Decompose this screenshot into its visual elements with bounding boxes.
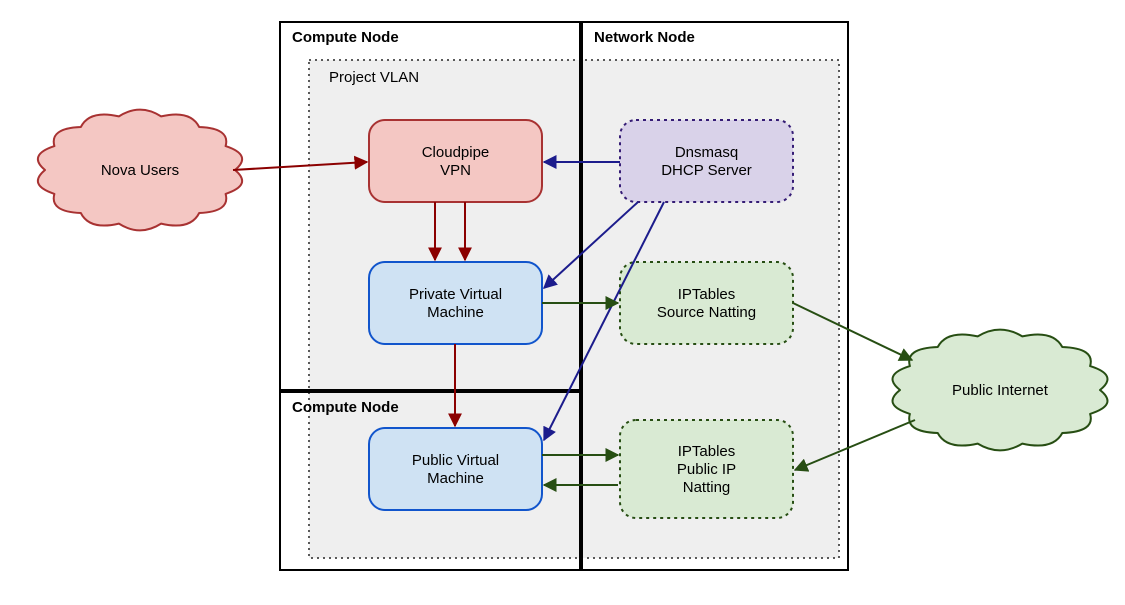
iptables_pub-node: IPTablesPublic IPNatting [620,420,793,518]
diagram-root: Compute Node Network Node Compute Node Proj… [0,0,1125,605]
iptables_pub-label-0: IPTables [678,443,736,460]
public_vm-label-0: Public Virtual [412,452,499,469]
dnsmasq-label-0: Dnsmasq [675,144,738,161]
public_internet-label-0: Public Internet [952,382,1049,399]
cloudpipe-label-0: Cloudpipe [422,144,490,161]
iptables_src-label-0: IPTables [678,286,736,303]
cloudpipe-label-1: VPN [440,162,471,179]
dnsmasq-node: DnsmasqDHCP Server [620,120,793,202]
private_vm-label-1: Machine [427,304,484,321]
public_vm-node: Public VirtualMachine [369,428,542,510]
nova_users-node: Nova Users [38,110,242,231]
nova_users-label-0: Nova Users [101,162,179,179]
private_vm-node: Private VirtualMachine [369,262,542,344]
network_node-label: Network Node [594,29,695,46]
iptables_pub-label-2: Natting [683,479,731,496]
iptables_src-label-1: Source Natting [657,304,756,321]
private_vm-label-0: Private Virtual [409,286,502,303]
compute_node_top-label: Compute Node [292,29,399,46]
compute_node_bottom-label: Compute Node [292,399,399,416]
public_internet-node: Public Internet [893,330,1108,451]
project-vlan-label: Project VLAN [329,69,419,86]
public_vm-label-1: Machine [427,470,484,487]
iptables_pub-label-1: Public IP [677,461,736,478]
dnsmasq-label-1: DHCP Server [661,162,752,179]
cloudpipe-node: CloudpipeVPN [369,120,542,202]
iptables_src-node: IPTablesSource Natting [620,262,793,344]
